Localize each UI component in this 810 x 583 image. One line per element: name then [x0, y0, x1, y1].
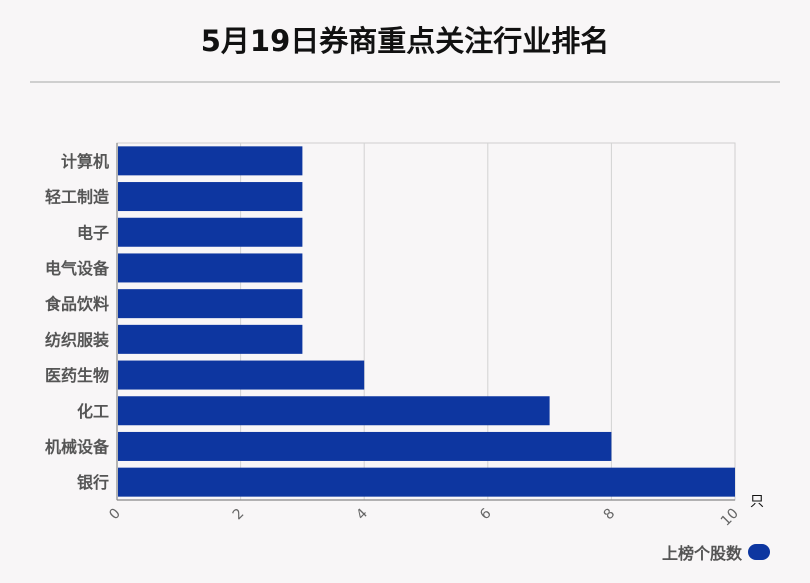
x-tick-label: 4 — [353, 505, 371, 523]
x-tick-label: 2 — [230, 506, 248, 524]
legend-label: 上榜个股数 — [661, 544, 742, 563]
bar — [118, 253, 303, 283]
legend: 上榜个股数 — [662, 540, 770, 564]
title-divider — [30, 81, 780, 83]
category-label: 化工 — [77, 402, 109, 421]
category-label: 纺织服装 — [45, 330, 109, 349]
bar — [118, 146, 303, 176]
bar — [118, 467, 735, 497]
legend-swatch — [748, 544, 770, 560]
bar — [118, 360, 365, 390]
category-label: 计算机 — [61, 152, 109, 171]
x-tick-label: 10 — [718, 506, 742, 530]
bar — [118, 217, 303, 247]
bar — [118, 396, 550, 426]
category-label: 食品饮料 — [44, 295, 109, 314]
bar — [118, 289, 303, 319]
category-label: 电子 — [77, 223, 109, 242]
x-tick-label: 0 — [106, 506, 124, 524]
category-label: 电气设备 — [45, 259, 110, 278]
x-unit-label: 只 — [750, 494, 764, 510]
bar — [118, 431, 612, 461]
category-label: 银行 — [77, 473, 109, 492]
x-tick-label: 6 — [477, 505, 495, 523]
bar — [118, 182, 303, 212]
chart-title: 5月19日券商重点关注行业排名 — [200, 24, 610, 58]
bar — [118, 324, 303, 354]
category-label: 医药生物 — [45, 366, 109, 385]
category-label: 机械设备 — [45, 437, 110, 456]
category-label: 轻工制造 — [45, 188, 110, 207]
x-tick-label: 8 — [601, 506, 619, 524]
